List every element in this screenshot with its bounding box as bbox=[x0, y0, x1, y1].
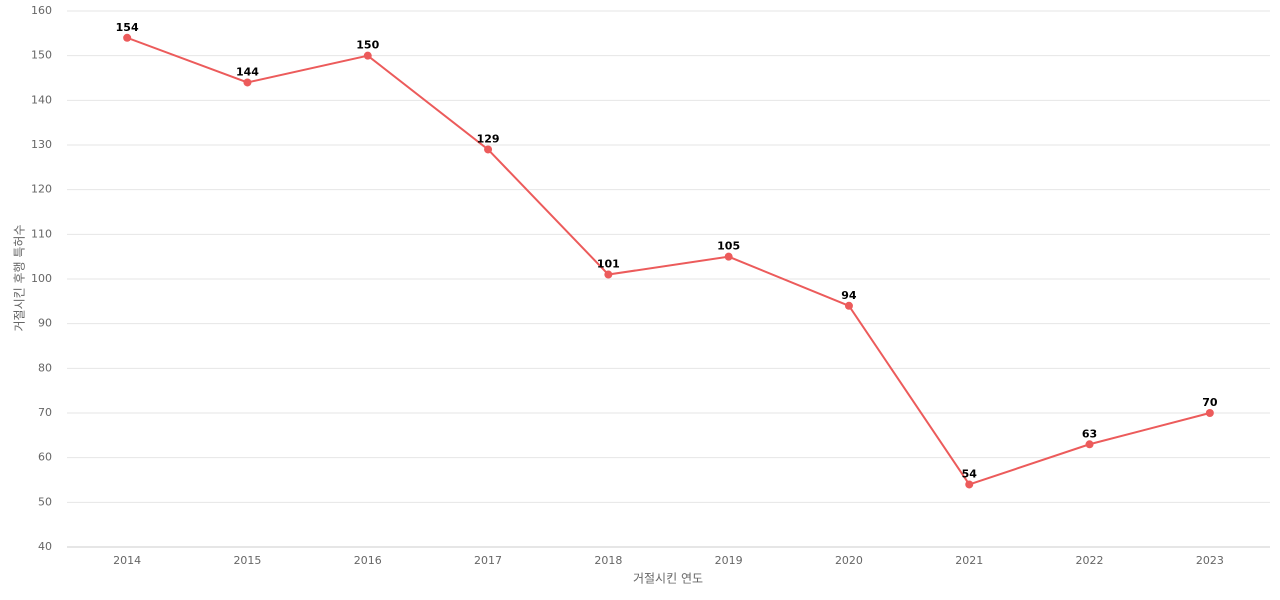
point bbox=[724, 252, 733, 261]
y-tick-label: 160 bbox=[31, 4, 52, 17]
x-tick-label: 2020 bbox=[835, 554, 863, 567]
x-axis-label: 거절시킨 연도 bbox=[633, 572, 703, 586]
value-label: 54 bbox=[962, 467, 978, 480]
point bbox=[604, 270, 613, 279]
point bbox=[1205, 409, 1214, 417]
y-tick-label: 90 bbox=[38, 317, 52, 330]
x-tick-label: 2016 bbox=[354, 554, 382, 567]
point bbox=[243, 78, 252, 87]
x-tick-label: 2022 bbox=[1076, 554, 1104, 567]
x-tick-label: 2019 bbox=[715, 554, 743, 567]
x-tick-label: 2015 bbox=[233, 554, 261, 567]
y-tick-label: 50 bbox=[38, 495, 52, 508]
y-tick-label: 140 bbox=[31, 93, 52, 106]
point bbox=[484, 145, 493, 154]
x-tick-label: 2021 bbox=[955, 554, 983, 567]
value-label: 105 bbox=[717, 240, 740, 253]
x-tick-label: 2014 bbox=[113, 554, 141, 567]
point bbox=[844, 301, 853, 310]
y-tick-label: 110 bbox=[31, 227, 52, 240]
y-tick-label: 100 bbox=[31, 272, 52, 285]
value-label: 70 bbox=[1202, 396, 1218, 409]
x-tick-label: 2018 bbox=[594, 554, 622, 567]
point bbox=[1085, 440, 1094, 449]
line bbox=[126, 36, 1211, 486]
value-label: 144 bbox=[236, 65, 259, 78]
point bbox=[123, 33, 132, 42]
value-label: 129 bbox=[477, 132, 500, 145]
y-tick-label: 130 bbox=[31, 138, 52, 151]
y-tick-label: 40 bbox=[38, 540, 52, 553]
point bbox=[363, 51, 372, 60]
y-tick-label: 60 bbox=[38, 451, 52, 464]
x-tick-label: 2017 bbox=[474, 554, 502, 567]
value-label: 101 bbox=[597, 258, 620, 271]
y-axis-label: 거절시킨 후행 특허수 bbox=[12, 225, 27, 332]
value-label: 94 bbox=[841, 289, 857, 302]
x-tick-label: 2023 bbox=[1196, 554, 1224, 567]
point bbox=[965, 480, 974, 489]
value-label: 63 bbox=[1082, 427, 1097, 440]
y-tick-label: 120 bbox=[31, 183, 52, 196]
y-tick-label: 80 bbox=[38, 361, 52, 374]
value-label: 150 bbox=[356, 39, 379, 52]
y-tick-label: 70 bbox=[38, 406, 52, 419]
value-label: 154 bbox=[116, 21, 139, 34]
y-tick-label: 150 bbox=[31, 49, 52, 62]
